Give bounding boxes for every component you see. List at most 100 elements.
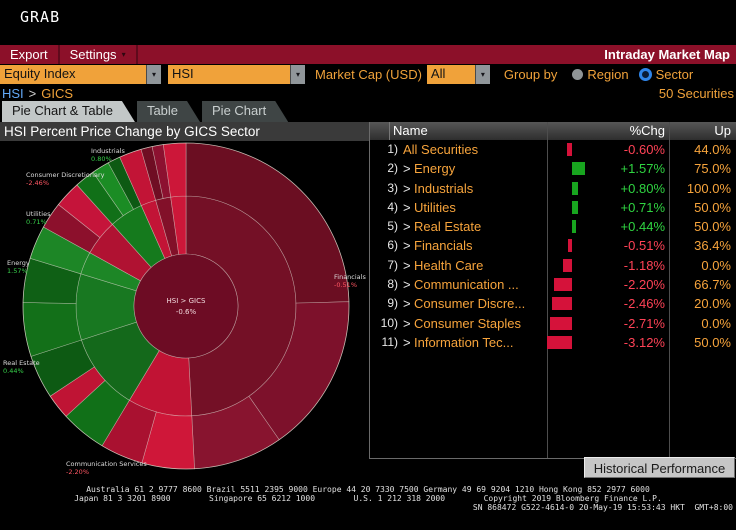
table-row[interactable]: 4) > Utilities +0.71% 50.0% bbox=[370, 198, 736, 217]
pct-change-value: -1.18% bbox=[623, 257, 665, 273]
chevron-down-icon: ▾ bbox=[121, 50, 126, 59]
breadcrumb: HSI > GICS 50 Securities bbox=[2, 86, 734, 101]
expand-caret-icon[interactable]: > bbox=[403, 199, 411, 215]
footer-contacts-line1: Australia 61 2 9777 8600 Brazil 5511 239… bbox=[86, 485, 650, 494]
region-radio-label[interactable]: Region bbox=[587, 67, 629, 82]
settings-button[interactable]: Settings ▾ bbox=[60, 45, 138, 64]
chart-title: HSI Percent Price Change by GICS Sector bbox=[0, 122, 369, 141]
pie-sector-value: 1.57% bbox=[7, 267, 28, 275]
change-bar bbox=[572, 200, 578, 214]
expand-caret-icon[interactable]: > bbox=[403, 161, 411, 177]
sector-name[interactable]: All Securities bbox=[403, 142, 479, 157]
pct-change-value: +0.44% bbox=[620, 219, 665, 235]
column-header-up[interactable]: Up bbox=[714, 123, 731, 138]
pie-sector-label: Financials bbox=[334, 273, 366, 281]
sector-name[interactable]: Financials bbox=[414, 238, 473, 254]
chevron-down-icon[interactable]: ▾ bbox=[474, 65, 490, 84]
table-row[interactable]: 3) > Industrials +0.80% 100.0% bbox=[370, 179, 736, 198]
sector-name[interactable]: Industrials bbox=[414, 180, 474, 196]
column-header-chg[interactable]: %Chg bbox=[629, 123, 665, 138]
sector-name[interactable]: Consumer Discre... bbox=[414, 296, 526, 312]
table-row[interactable]: 5) > Real Estate +0.44% 50.0% bbox=[370, 217, 736, 236]
sector-name[interactable]: Energy bbox=[414, 161, 456, 177]
sector-radio[interactable] bbox=[638, 68, 652, 81]
function-title: Intraday Market Map bbox=[604, 47, 730, 62]
market-cap-label: Market Cap (USD) bbox=[315, 67, 422, 82]
pie-sector-label: Consumer Discretionary bbox=[26, 171, 105, 179]
pie-center-circle[interactable] bbox=[133, 253, 239, 359]
table-row[interactable]: 8) > Communication ... -2.20% 66.7% bbox=[370, 275, 736, 294]
index-value: HSI bbox=[168, 65, 290, 84]
export-button[interactable]: Export bbox=[0, 45, 60, 64]
change-bar bbox=[572, 220, 576, 234]
table-row[interactable]: 1) All Securities -0.60% 44.0% bbox=[370, 140, 736, 159]
tab-pie-chart-and-table[interactable]: Pie Chart & Table bbox=[2, 101, 135, 122]
historical-performance-button[interactable]: Historical Performance bbox=[584, 457, 735, 478]
table-header: Name %Chg Up bbox=[370, 122, 736, 140]
region-radio[interactable] bbox=[572, 69, 584, 80]
expand-caret-icon[interactable]: > bbox=[403, 334, 411, 350]
table-row[interactable]: 2) > Energy +1.57% 75.0% bbox=[370, 159, 736, 178]
up-percent-value: 0.0% bbox=[701, 315, 731, 331]
expand-caret-icon[interactable]: > bbox=[403, 180, 411, 196]
breadcrumb-root[interactable]: HSI bbox=[2, 86, 24, 101]
up-percent-value: 75.0% bbox=[694, 161, 731, 177]
pct-change-value: -2.20% bbox=[623, 277, 665, 293]
table-row[interactable]: 6) > Financials -0.51% 36.4% bbox=[370, 236, 736, 255]
sector-name[interactable]: Communication ... bbox=[414, 277, 519, 293]
sector-name[interactable]: Information Tec... bbox=[414, 334, 514, 350]
expand-caret-icon[interactable]: > bbox=[403, 277, 411, 293]
row-number: 8) bbox=[387, 277, 398, 292]
index-dropdown[interactable]: HSI ▾ bbox=[168, 65, 305, 84]
pie-sector-label: Utilities bbox=[26, 210, 51, 218]
pie-sector-label: Energy bbox=[7, 259, 30, 267]
table-row[interactable]: 7) > Health Care -1.18% 0.0% bbox=[370, 256, 736, 275]
pie-sector-label: Communication Services bbox=[66, 460, 147, 468]
pct-change-value: +0.71% bbox=[620, 199, 665, 215]
pie-sector-value: 0.80% bbox=[91, 155, 112, 163]
table-body: 1) All Securities -0.60% 44.0% 2) > Energy +1.5… bbox=[370, 140, 736, 352]
market-cap-dropdown[interactable]: All ▾ bbox=[426, 65, 490, 84]
row-number: 4) bbox=[387, 199, 398, 214]
column-divider bbox=[547, 122, 548, 458]
category-dropdown[interactable]: Equity Index ▾ bbox=[0, 65, 161, 84]
market-cap-value: All bbox=[426, 65, 475, 84]
sector-radio-label[interactable]: Sector bbox=[655, 67, 694, 82]
sector-name[interactable]: Utilities bbox=[414, 199, 456, 215]
row-number: 6) bbox=[387, 238, 398, 253]
category-value: Equity Index bbox=[0, 65, 146, 84]
pie-sector-value: -0.51% bbox=[334, 281, 357, 289]
row-number: 7) bbox=[387, 257, 398, 272]
row-number: 1) bbox=[387, 142, 398, 156]
pct-change-value: +1.57% bbox=[620, 161, 665, 177]
table-row[interactable]: 10) > Consumer Staples -2.71% 0.0% bbox=[370, 314, 736, 333]
pct-change-value: -0.60% bbox=[623, 142, 665, 157]
chevron-down-icon[interactable]: ▾ bbox=[290, 65, 305, 84]
tab-table[interactable]: Table bbox=[137, 101, 200, 122]
up-percent-value: 50.0% bbox=[694, 219, 731, 235]
sector-name[interactable]: Consumer Staples bbox=[414, 315, 521, 331]
sector-name[interactable]: Health Care bbox=[414, 257, 484, 273]
pie-sector-value: -2.20% bbox=[66, 468, 89, 476]
up-percent-value: 66.7% bbox=[694, 277, 731, 293]
table-row[interactable]: 11) > Information Tec... -3.12% 50.0% bbox=[370, 333, 736, 352]
expand-caret-icon[interactable]: > bbox=[403, 315, 411, 331]
up-percent-value: 36.4% bbox=[694, 238, 731, 254]
expand-caret-icon[interactable]: > bbox=[403, 257, 411, 273]
chevron-down-icon[interactable]: ▾ bbox=[146, 65, 161, 84]
change-bar bbox=[550, 316, 572, 330]
change-bar bbox=[562, 258, 572, 272]
change-bar bbox=[547, 335, 572, 349]
expand-caret-icon[interactable]: > bbox=[403, 219, 411, 235]
column-header-name[interactable]: Name bbox=[393, 123, 428, 138]
up-percent-value: 44.0% bbox=[694, 142, 731, 157]
expand-caret-icon[interactable]: > bbox=[403, 296, 411, 312]
expand-caret-icon[interactable]: > bbox=[403, 238, 411, 254]
table-row[interactable]: 9) > Consumer Discre... -2.46% 20.0% bbox=[370, 294, 736, 313]
breadcrumb-current[interactable]: GICS bbox=[41, 86, 74, 101]
sector-name[interactable]: Real Estate bbox=[414, 219, 482, 235]
tab-pie-chart[interactable]: Pie Chart bbox=[202, 101, 288, 122]
breadcrumb-separator: > bbox=[28, 86, 37, 101]
